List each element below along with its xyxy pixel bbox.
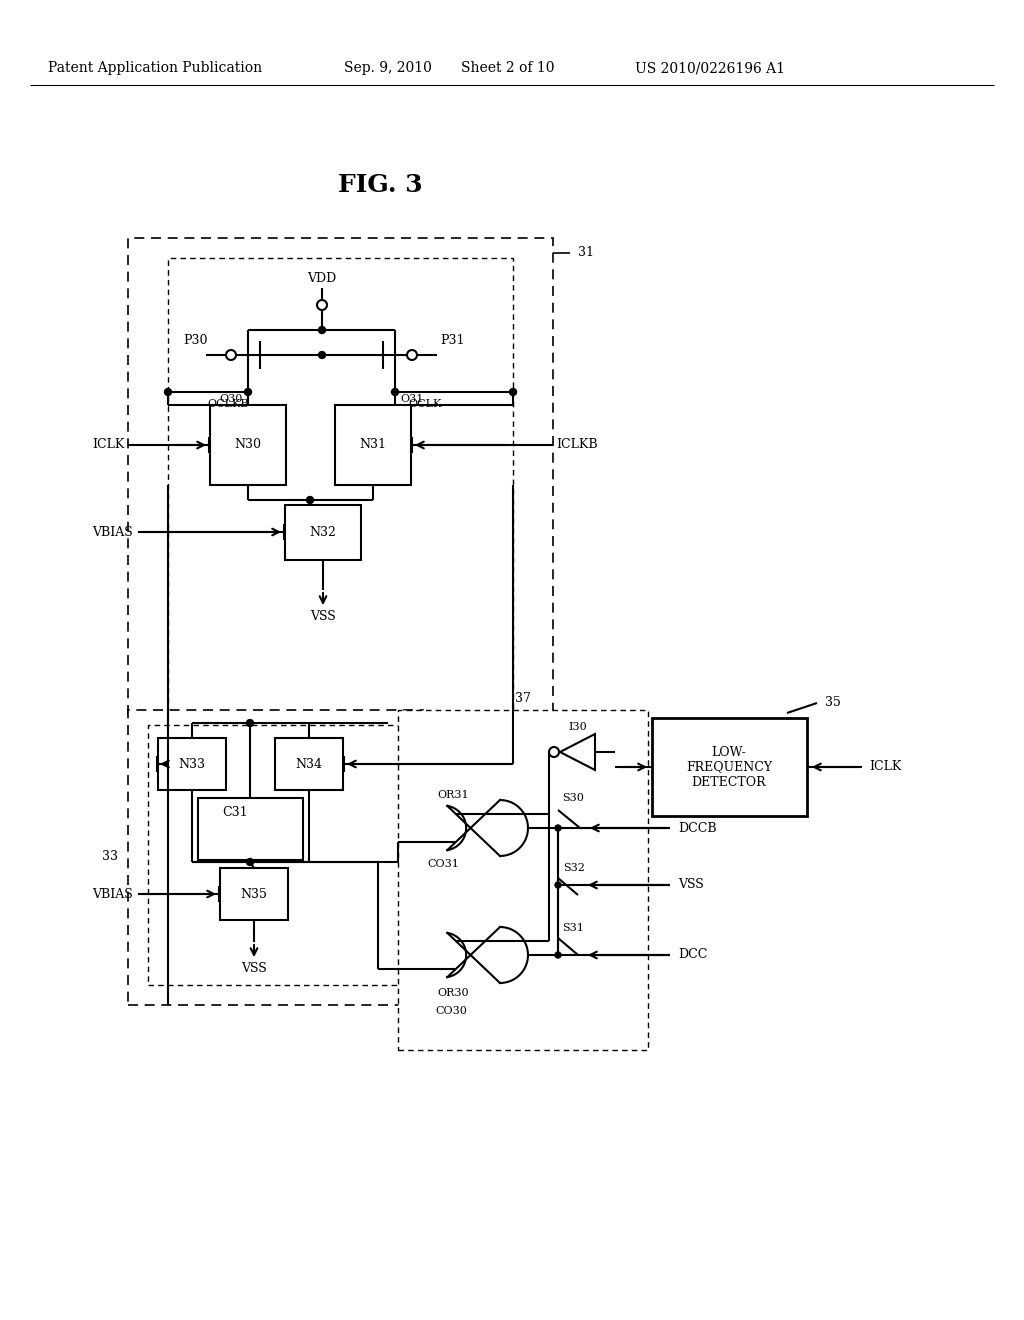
Text: Sep. 9, 2010: Sep. 9, 2010	[344, 61, 432, 75]
Text: O31: O31	[400, 393, 423, 404]
Text: OR31: OR31	[437, 789, 469, 800]
Text: VDD: VDD	[307, 272, 337, 285]
Text: N31: N31	[359, 438, 386, 451]
Text: CO31: CO31	[427, 859, 459, 869]
Circle shape	[318, 326, 326, 334]
Circle shape	[247, 719, 254, 726]
Text: S30: S30	[562, 793, 584, 803]
Circle shape	[245, 388, 252, 396]
Text: ICLKB: ICLKB	[556, 438, 598, 451]
Bar	[335, 405, 411, 484]
Bar	[275, 738, 343, 789]
Text: US 2010/0226196 A1: US 2010/0226196 A1	[635, 61, 785, 75]
Text: OCLK: OCLK	[409, 399, 441, 409]
Text: 35: 35	[825, 697, 841, 710]
Text: 37: 37	[515, 692, 530, 705]
Text: OR30: OR30	[437, 987, 469, 998]
Text: VBIAS: VBIAS	[92, 525, 133, 539]
Circle shape	[247, 858, 254, 866]
Text: I30: I30	[568, 722, 588, 733]
Bar	[220, 869, 288, 920]
Text: DCCB: DCCB	[678, 821, 717, 834]
Text: LOW-
FREQUENCY
DETECTOR: LOW- FREQUENCY DETECTOR	[686, 746, 772, 788]
Circle shape	[318, 351, 326, 359]
Text: N30: N30	[234, 438, 261, 451]
Text: P31: P31	[440, 334, 465, 347]
Text: DCC: DCC	[678, 949, 708, 961]
Circle shape	[306, 496, 313, 503]
Text: ICLK: ICLK	[869, 760, 901, 774]
Text: VSS: VSS	[678, 879, 703, 891]
Text: Sheet 2 of 10: Sheet 2 of 10	[461, 61, 555, 75]
Text: 31: 31	[578, 247, 594, 260]
Text: VSS: VSS	[241, 961, 267, 974]
Text: O30: O30	[219, 393, 243, 404]
Text: 33: 33	[102, 850, 118, 863]
Text: Patent Application Publication: Patent Application Publication	[48, 61, 262, 75]
Bar	[128, 238, 553, 721]
Circle shape	[555, 952, 561, 958]
Bar	[128, 710, 423, 1005]
Circle shape	[510, 388, 516, 396]
Bar	[198, 799, 303, 861]
Circle shape	[555, 882, 561, 888]
Text: N35: N35	[241, 887, 267, 900]
Circle shape	[391, 388, 398, 396]
Bar	[158, 738, 226, 789]
Circle shape	[555, 825, 561, 832]
Text: S31: S31	[562, 923, 584, 933]
Bar	[398, 710, 648, 1049]
Text: S32: S32	[563, 863, 585, 873]
Text: FIG. 3: FIG. 3	[338, 173, 422, 197]
Text: N33: N33	[178, 758, 206, 771]
Bar	[285, 506, 361, 560]
Bar	[210, 405, 286, 484]
Text: VBIAS: VBIAS	[92, 887, 133, 900]
Text: N34: N34	[296, 758, 323, 771]
Text: CO30: CO30	[435, 1006, 467, 1016]
Bar	[148, 725, 403, 985]
Text: OCLKB: OCLKB	[207, 399, 249, 409]
Circle shape	[165, 388, 171, 396]
Text: C31: C31	[222, 805, 248, 818]
Text: VSS: VSS	[310, 610, 336, 623]
Bar	[652, 718, 807, 816]
Text: N32: N32	[309, 525, 337, 539]
Text: P30: P30	[183, 334, 208, 347]
Bar	[168, 257, 513, 723]
Text: ICLK: ICLK	[92, 438, 125, 451]
